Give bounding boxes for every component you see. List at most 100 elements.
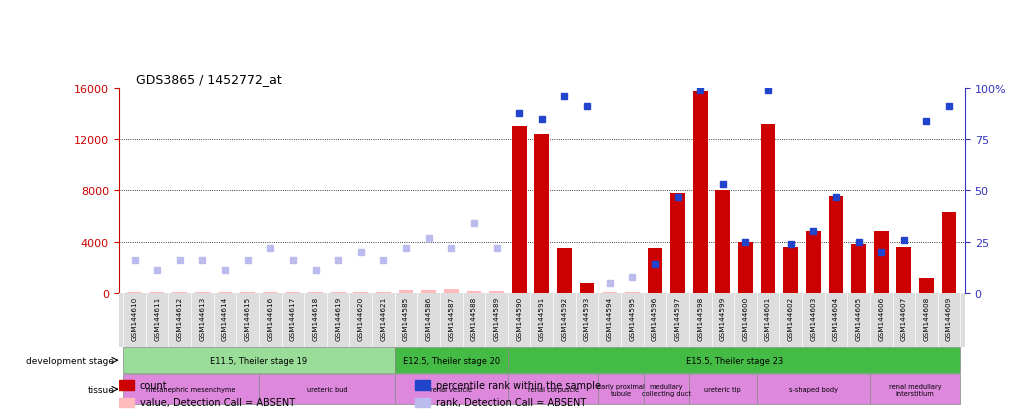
- Text: GSM144618: GSM144618: [313, 296, 319, 340]
- Bar: [394, 374, 508, 404]
- Text: E11.5, Theiler stage 19: E11.5, Theiler stage 19: [211, 356, 308, 365]
- Text: GSM144591: GSM144591: [539, 296, 545, 340]
- Bar: [263, 292, 278, 293]
- Bar: [415, 398, 430, 407]
- Bar: [806, 232, 820, 293]
- Text: GSM144594: GSM144594: [607, 296, 613, 340]
- Text: rank, Detection Call = ABSENT: rank, Detection Call = ABSENT: [437, 398, 586, 408]
- Text: GSM144595: GSM144595: [630, 296, 636, 340]
- Bar: [648, 249, 663, 293]
- Text: GSM144592: GSM144592: [561, 296, 568, 340]
- Text: ureteric tip: ureteric tip: [705, 386, 741, 392]
- Bar: [376, 292, 391, 293]
- Text: GSM144596: GSM144596: [652, 296, 658, 340]
- Text: GSM144617: GSM144617: [290, 296, 296, 340]
- Bar: [466, 291, 481, 293]
- Text: GSM144588: GSM144588: [471, 296, 477, 340]
- Bar: [625, 292, 640, 293]
- Text: count: count: [140, 380, 167, 390]
- Bar: [599, 374, 644, 404]
- Text: GSM144601: GSM144601: [765, 296, 771, 340]
- Bar: [119, 380, 134, 390]
- Text: GSM144613: GSM144613: [199, 296, 205, 340]
- Bar: [259, 374, 394, 404]
- Text: GSM144614: GSM144614: [222, 296, 228, 340]
- Text: renal vesicle: renal vesicle: [430, 386, 473, 392]
- Bar: [783, 247, 798, 293]
- Text: GSM144607: GSM144607: [901, 296, 907, 340]
- Bar: [127, 292, 141, 293]
- Text: renal medullary
interstitium: renal medullary interstitium: [889, 383, 941, 396]
- Text: GSM144612: GSM144612: [176, 296, 183, 340]
- Bar: [756, 374, 870, 404]
- Text: GSM144606: GSM144606: [878, 296, 884, 340]
- Text: value, Detection Call = ABSENT: value, Detection Call = ABSENT: [140, 398, 295, 408]
- Text: E15.5, Theiler stage 23: E15.5, Theiler stage 23: [685, 356, 782, 365]
- Bar: [240, 292, 255, 293]
- Bar: [738, 242, 752, 293]
- Bar: [489, 291, 504, 293]
- Text: GSM144621: GSM144621: [381, 296, 386, 340]
- Bar: [644, 374, 689, 404]
- Text: GSM144586: GSM144586: [425, 296, 431, 340]
- Text: early proximal
tubule: early proximal tubule: [598, 383, 645, 396]
- Text: GSM144600: GSM144600: [742, 296, 748, 340]
- Bar: [119, 398, 134, 407]
- Bar: [715, 191, 731, 293]
- Text: GSM144609: GSM144609: [946, 296, 953, 340]
- Bar: [689, 374, 756, 404]
- Bar: [150, 292, 164, 293]
- Text: GSM144608: GSM144608: [924, 296, 930, 340]
- Text: E12.5, Theiler stage 20: E12.5, Theiler stage 20: [402, 356, 499, 365]
- Text: GSM144602: GSM144602: [787, 296, 794, 340]
- Text: GSM144610: GSM144610: [131, 296, 137, 340]
- Text: GSM144616: GSM144616: [267, 296, 273, 340]
- Bar: [670, 194, 685, 293]
- Text: GSM144605: GSM144605: [856, 296, 862, 340]
- Bar: [421, 290, 437, 293]
- Bar: [331, 292, 346, 293]
- Bar: [123, 374, 259, 404]
- Text: GSM144590: GSM144590: [516, 296, 522, 340]
- Bar: [874, 232, 889, 293]
- Bar: [761, 125, 775, 293]
- Text: s-shaped body: s-shaped body: [788, 386, 838, 392]
- Bar: [897, 247, 911, 293]
- Bar: [286, 292, 300, 293]
- Text: GSM144589: GSM144589: [493, 296, 499, 340]
- Text: GSM144615: GSM144615: [245, 296, 251, 340]
- Text: percentile rank within the sample: percentile rank within the sample: [437, 380, 601, 390]
- Bar: [920, 278, 934, 293]
- Text: GSM144603: GSM144603: [810, 296, 816, 340]
- Text: metanephric mesenchyme: metanephric mesenchyme: [147, 386, 236, 392]
- Bar: [512, 127, 526, 293]
- Bar: [123, 347, 394, 373]
- Bar: [580, 283, 594, 293]
- Bar: [829, 196, 843, 293]
- Bar: [508, 347, 961, 373]
- Bar: [415, 380, 430, 390]
- Text: GSM144599: GSM144599: [719, 296, 725, 340]
- Text: GSM144611: GSM144611: [154, 296, 160, 340]
- Text: development stage: development stage: [26, 356, 115, 365]
- Bar: [309, 292, 323, 293]
- Text: GSM144620: GSM144620: [358, 296, 364, 340]
- Bar: [557, 249, 572, 293]
- Bar: [851, 244, 866, 293]
- Text: GSM144593: GSM144593: [584, 296, 590, 340]
- Bar: [535, 135, 549, 293]
- Text: GDS3865 / 1452772_at: GDS3865 / 1452772_at: [135, 73, 282, 86]
- Text: GSM144604: GSM144604: [833, 296, 839, 340]
- Text: GSM144597: GSM144597: [675, 296, 680, 340]
- Bar: [942, 213, 957, 293]
- Text: GSM144587: GSM144587: [448, 296, 454, 340]
- Bar: [692, 91, 708, 293]
- Bar: [353, 292, 368, 293]
- Text: GSM144598: GSM144598: [698, 296, 703, 340]
- Bar: [870, 374, 961, 404]
- Bar: [218, 292, 232, 293]
- Text: GSM144585: GSM144585: [404, 296, 409, 340]
- Text: medullary
collecting duct: medullary collecting duct: [642, 383, 690, 396]
- Text: ureteric bud: ureteric bud: [307, 386, 347, 392]
- Text: renal corpuscle: renal corpuscle: [527, 386, 579, 392]
